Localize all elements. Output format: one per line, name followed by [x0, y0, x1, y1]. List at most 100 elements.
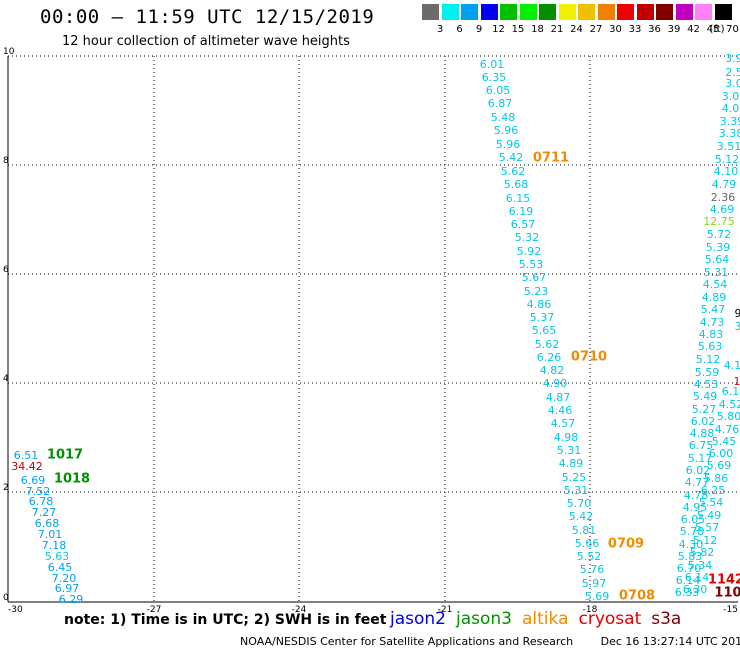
wave-height-value: 4.57 — [551, 417, 576, 430]
legend-unit: (ft) — [709, 24, 725, 35]
x-tick-label: -18 — [583, 605, 598, 615]
legend-swatch — [461, 4, 478, 20]
wave-height-value: 5.83 — [678, 550, 703, 563]
pass-time-label: 0708 — [619, 589, 655, 604]
legend-label: 33 — [628, 24, 642, 35]
units-note: note: 1) Time is in UTC; 2) SWH is in fe… — [64, 612, 387, 628]
wave-height-value: 4.86 — [527, 298, 552, 311]
wave-height-value: 4.83 — [699, 328, 724, 341]
wave-height-value: 6.14 — [676, 574, 701, 587]
wave-height-value: 4.88 — [690, 427, 715, 440]
satellite-label: jason3 — [456, 609, 512, 629]
legend-swatch — [422, 4, 439, 20]
wave-height-value: 5.17 — [688, 452, 713, 465]
pass-time-label: 0709 — [608, 537, 644, 552]
wave-height-value: 6.15 — [506, 192, 531, 205]
wave-height-value: 3.51 — [717, 140, 740, 153]
wave-height-value: 5.27 — [692, 403, 717, 416]
wave-height-value: 9 — [735, 307, 740, 320]
legend-label: 45 — [706, 24, 720, 35]
satellite-key: jason2 jason3 altika cryosat s3a — [390, 609, 691, 629]
legend-swatch — [441, 4, 459, 20]
legend-label: 21 — [550, 24, 564, 35]
legend-label: 18 — [531, 24, 544, 35]
wave-height-value: 6.75 — [689, 439, 714, 452]
legend-swatch — [539, 4, 556, 20]
wave-height-value: 4.10 — [714, 165, 739, 178]
wave-height-value: 6.33 — [675, 586, 700, 599]
pass-time-label: 0710 — [571, 350, 607, 365]
wave-height-value: 5.34 — [688, 559, 713, 572]
wave-height-value: 2.5 — [725, 66, 740, 79]
wave-height-value: 5.62 — [501, 165, 526, 178]
wave-height-value: 5.49 — [697, 509, 722, 522]
wave-height-value: 4.76 — [715, 423, 740, 436]
pass-time-label: 1018 — [54, 472, 90, 487]
wave-height-value: 5.97 — [582, 577, 607, 590]
legend-swatch — [597, 4, 615, 20]
legend-swatch — [617, 4, 634, 20]
legend-label: 6 — [456, 24, 463, 35]
wave-height-value: 5.48 — [491, 111, 516, 124]
wave-height-value: 5.63 — [45, 550, 70, 563]
wave-height-value: 3.9 — [725, 52, 740, 65]
wave-height-value: 7.20 — [52, 572, 77, 585]
y-tick-label: 2 — [3, 483, 9, 493]
wave-height-value: 4.95 — [683, 501, 708, 514]
wave-height-value: 5.70 — [567, 497, 592, 510]
wave-height-value: 6.87 — [488, 97, 513, 110]
wave-height-value: 7.01 — [38, 528, 63, 541]
legend-label: 36 — [648, 24, 661, 35]
satellite-label: s3a — [651, 609, 682, 629]
wave-height-value: 7.52 — [26, 485, 51, 498]
axis-ticks: -30 -27 -24 -21 -18 -15 0 2 4 6 8 10 — [3, 47, 738, 615]
wave-height-value: 5.64 — [705, 253, 730, 266]
wave-height-value: 6.01 — [480, 58, 505, 71]
legend-swatch — [578, 4, 595, 20]
legend-label: 42 — [687, 24, 700, 35]
credit-text: NOAA/NESDIS Center for Satellite Applica… — [240, 635, 574, 648]
y-tick-label: 8 — [3, 156, 9, 166]
wave-height-value: 4.54 — [703, 278, 728, 291]
wave-height-value: 4.46 — [548, 404, 573, 417]
wave-height-value: 6.05 — [486, 84, 511, 97]
wave-height-value: 1 — [734, 375, 740, 388]
pass-time-label: 1142 — [708, 573, 740, 588]
y-tick-label: 0 — [3, 593, 9, 603]
wave-height-value: 5.31 — [704, 266, 729, 279]
wave-height-value: 5.42 — [569, 510, 594, 523]
legend-label: 27 — [589, 24, 603, 35]
wave-height-value: 4.69 — [710, 203, 735, 216]
wave-height-value: 4.78 — [684, 489, 709, 502]
wave-height-value: 5.69 — [707, 459, 732, 472]
wave-height-value: 5.42 — [499, 151, 524, 164]
legend-swatch — [558, 4, 576, 20]
legend-label: 3 — [436, 24, 444, 35]
wave-height-value: 12.75 — [703, 215, 735, 228]
wave-height-value: 5.68 — [504, 178, 529, 191]
wave-height-value: 34.42 — [11, 460, 43, 473]
legend-label: 12 — [492, 24, 505, 35]
legend-swatch — [695, 4, 712, 20]
satellite-label: cryosat — [578, 609, 642, 629]
wave-height-value: 6.25 — [701, 484, 726, 497]
wave-height-value: 5.12 — [696, 353, 721, 366]
wave-height-value: 6.68 — [35, 517, 60, 530]
wave-height-value: 5.53 — [519, 258, 544, 271]
wave-height-value: 5.86 — [704, 472, 729, 485]
pass-time-label: 0711 — [533, 151, 569, 166]
y-tick-label: 4 — [3, 374, 9, 384]
wave-height-value: 6.26 — [537, 351, 562, 364]
wave-height-value: 4.77 — [685, 476, 710, 489]
wave-height-value: 4.73 — [700, 316, 725, 329]
wave-height-value: 7.18 — [42, 539, 67, 552]
wave-height-value: 5.57 — [695, 521, 720, 534]
x-tick-label: -30 — [8, 605, 23, 615]
legend-swatch — [519, 4, 537, 20]
wave-height-value: 5.62 — [535, 338, 560, 351]
wave-height-value: 6.00 — [709, 447, 734, 460]
wave-height-value: 3.39 — [720, 115, 740, 128]
y-tick-label: 6 — [3, 265, 9, 275]
wave-height-value: 5.66 — [575, 537, 600, 550]
